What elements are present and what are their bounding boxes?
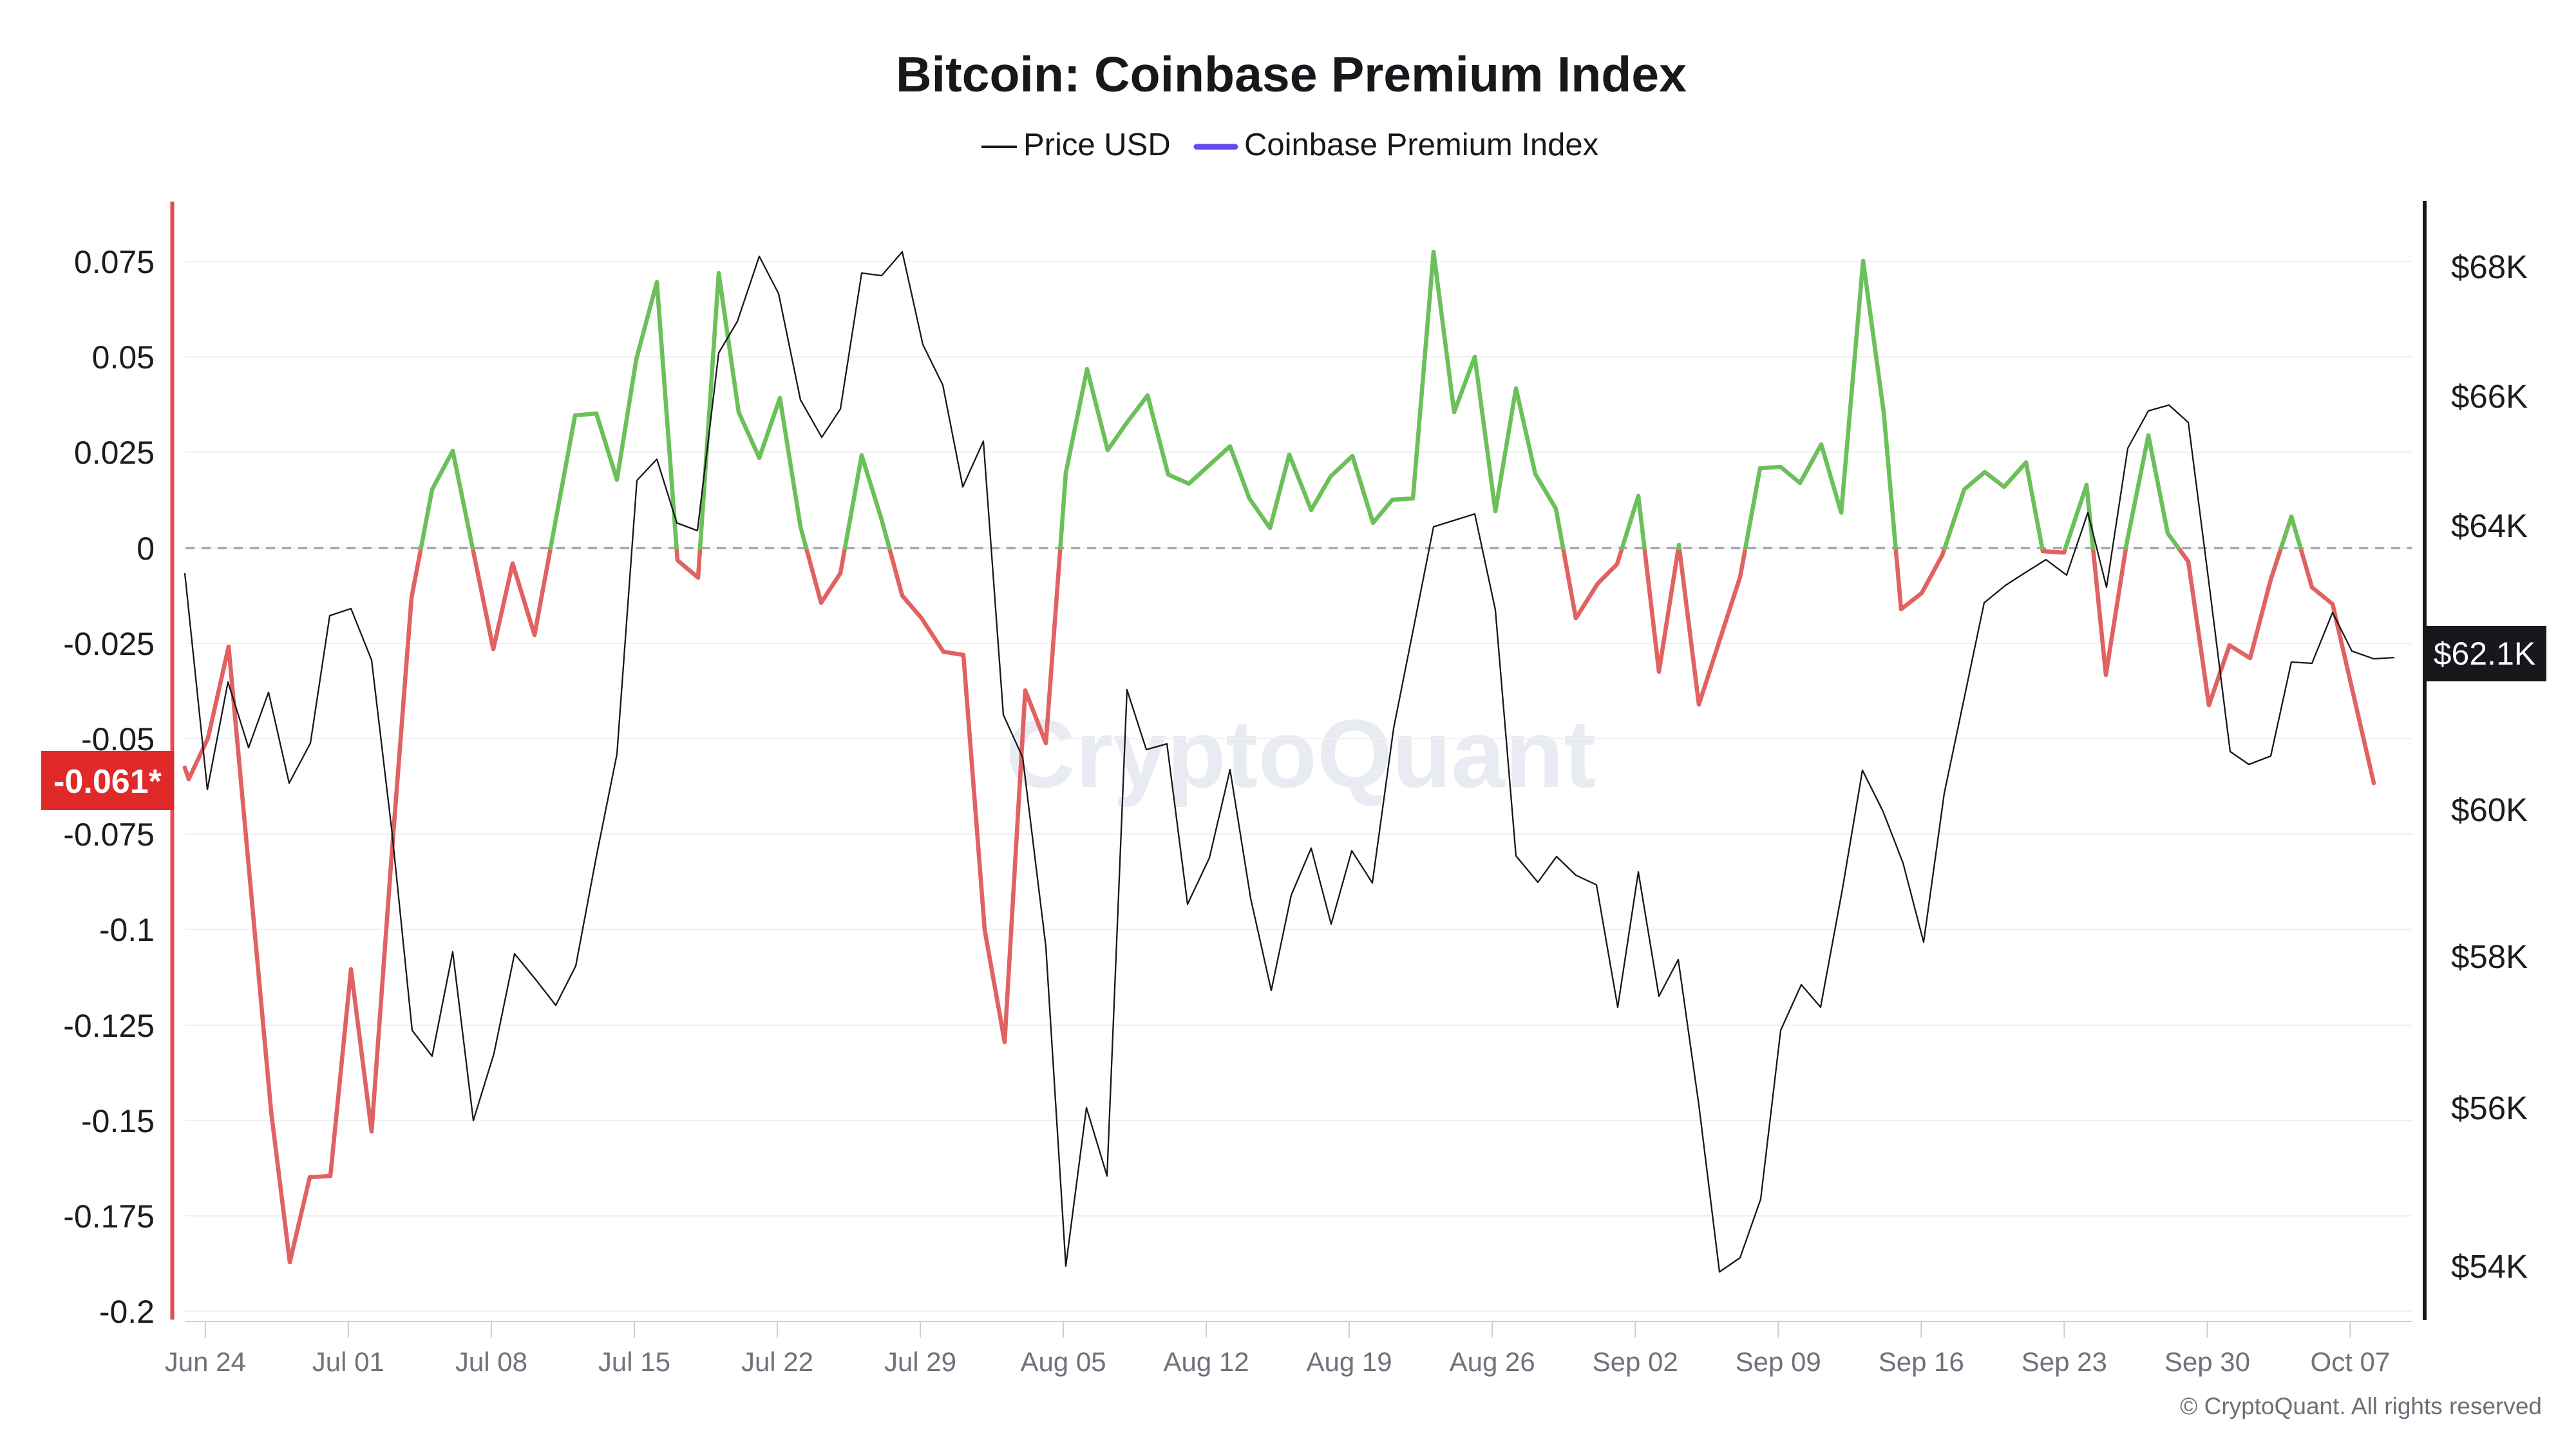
svg-text:$56K: $56K <box>2451 1090 2528 1126</box>
svg-text:-0.075: -0.075 <box>63 817 155 853</box>
svg-text:Sep 16: Sep 16 <box>1879 1347 1964 1377</box>
svg-text:Oct 07: Oct 07 <box>2311 1347 2391 1377</box>
svg-text:-0.2: -0.2 <box>99 1294 155 1330</box>
svg-text:$66K: $66K <box>2451 378 2528 415</box>
svg-text:-0.15: -0.15 <box>81 1103 155 1139</box>
svg-text:0: 0 <box>137 531 155 567</box>
svg-text:Coinbase Premium Index: Coinbase Premium Index <box>1244 128 1598 162</box>
svg-text:Sep 30: Sep 30 <box>2164 1347 2250 1377</box>
svg-text:Price USD: Price USD <box>1023 128 1171 162</box>
svg-text:Aug 12: Aug 12 <box>1164 1347 1249 1377</box>
svg-text:CryptoQuant: CryptoQuant <box>1006 699 1596 808</box>
svg-text:Aug 19: Aug 19 <box>1307 1347 1392 1377</box>
svg-text:$58K: $58K <box>2451 938 2528 975</box>
svg-text:-0.025: -0.025 <box>63 626 155 662</box>
svg-text:0.075: 0.075 <box>74 244 155 280</box>
svg-text:-0.175: -0.175 <box>63 1198 155 1235</box>
svg-text:Sep 02: Sep 02 <box>1593 1347 1678 1377</box>
svg-text:$68K: $68K <box>2451 249 2528 285</box>
svg-text:$60K: $60K <box>2451 791 2528 828</box>
svg-text:Sep 09: Sep 09 <box>1736 1347 1821 1377</box>
svg-text:Jul 01: Jul 01 <box>312 1347 384 1377</box>
svg-text:0.025: 0.025 <box>74 435 155 471</box>
svg-text:0.05: 0.05 <box>92 339 155 375</box>
svg-text:-0.1: -0.1 <box>99 912 155 948</box>
svg-text:© CryptoQuant. All rights rese: © CryptoQuant. All rights reserved <box>2180 1393 2542 1419</box>
svg-text:Jul 22: Jul 22 <box>741 1347 813 1377</box>
svg-text:$64K: $64K <box>2451 507 2528 544</box>
svg-text:Bitcoin: Coinbase Premium Inde: Bitcoin: Coinbase Premium Index <box>896 47 1687 102</box>
svg-text:-0.125: -0.125 <box>63 1008 155 1044</box>
svg-text:Aug 26: Aug 26 <box>1450 1347 1535 1377</box>
svg-text:Sep 23: Sep 23 <box>2022 1347 2107 1377</box>
svg-text:$54K: $54K <box>2451 1248 2528 1285</box>
svg-text:$62.1K: $62.1K <box>2434 636 2535 672</box>
svg-text:-0.061*: -0.061* <box>53 763 162 800</box>
svg-text:Jul 29: Jul 29 <box>884 1347 956 1377</box>
svg-text:Aug 05: Aug 05 <box>1020 1347 1106 1377</box>
svg-text:Jun 24: Jun 24 <box>165 1347 246 1377</box>
svg-text:Jul 08: Jul 08 <box>455 1347 527 1377</box>
svg-text:Jul 15: Jul 15 <box>598 1347 670 1377</box>
